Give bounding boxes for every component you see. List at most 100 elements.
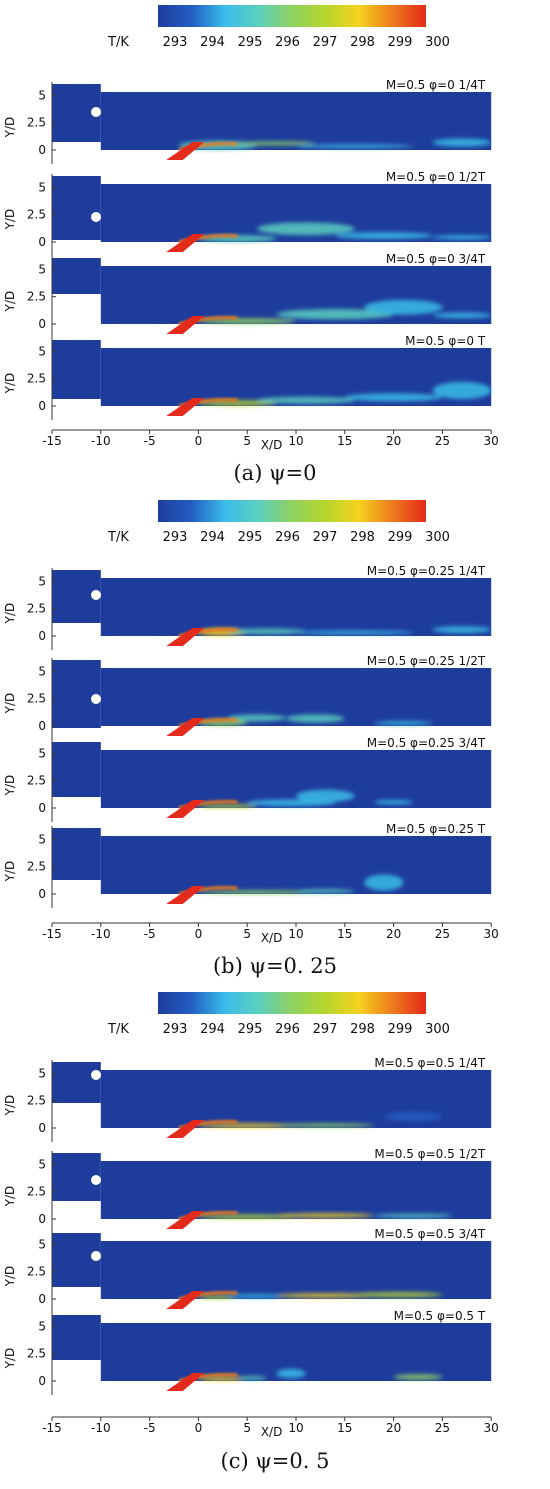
jet-blob [432,312,492,319]
main-channel [100,836,492,894]
panel-label: M=0.5 φ=0.5 T [394,1309,486,1323]
panel-label: M=0.5 φ=0.25 T [386,822,486,836]
panel-label: M=0.5 φ=0 3/4T [386,252,486,266]
jet-blob [227,1294,287,1299]
figure-group: M=0.5 φ=0 1/4T 5 2.5 0 Y/D M=0.5 φ=0 1/2T 5 2.5… [3,78,499,485]
panel-label: M=0.5 φ=0.25 1/2T [367,654,486,668]
jet-blob [198,400,277,406]
plenum-hole [91,798,101,808]
y-tick-label: 0 [38,399,46,413]
x-tick-label: 10 [288,434,303,448]
coolant-jet [198,1213,453,1219]
colorbar-gradient [158,5,426,27]
jet-blob [432,626,492,634]
colorbar: T/K 293 294 295 296 297 298 299 300 [107,5,450,50]
y-tick-label: 0 [38,1292,46,1306]
plenum-hole [91,1383,101,1393]
x-tick-label: -10 [91,927,111,941]
main-channel [100,750,492,808]
coolant-hole [166,234,205,252]
y-axis: 5 2.5 0 Y/D [3,344,56,413]
y-tick-label: 2.5 [27,774,46,788]
panel-label: M=0.5 φ=0 T [405,334,486,348]
contour-panel: M=0.5 φ=0 1/4T 5 2.5 0 Y/D [3,78,492,164]
colorbar-tick-label: 293 [163,35,188,50]
y-tick-label: 5 [38,344,46,358]
coolant-jet [198,789,414,809]
y-tick-label: 0 [38,235,46,249]
y-axis: 5 2.5 0 Y/D [3,1319,56,1388]
y-axis: 5 2.5 0 Y/D [3,1157,56,1226]
contour-panel: M=0.5 φ=0.25 T 5 2.5 0 Y/D [3,822,492,913]
contour-panel: M=0.5 φ=0.25 1/2T 5 2.5 0 Y/D [3,654,492,740]
y-axis-label: Y/D [3,291,17,313]
jet-blob [286,714,345,723]
y-axis-label: Y/D [3,775,17,797]
main-channel [100,92,492,150]
x-axis: -15 -10 -5 0 5 10 15 20 25 30 X/D [42,1416,499,1439]
coolant-hole [166,1291,205,1309]
x-tick-label: 15 [337,927,352,941]
coolant-hole [166,1211,205,1229]
plenum-hole [91,317,101,327]
jet-blob [227,628,306,635]
x-tick-label: 5 [243,1421,251,1435]
y-tick-label: 2.5 [27,372,46,386]
colorbar-gradient [158,500,426,522]
coolant-hole [166,1120,205,1138]
x-tick-label: 0 [195,434,203,448]
plenum [52,1315,101,1360]
x-tick-label: 20 [386,1421,401,1435]
coolant-jet [198,1111,443,1128]
coolant-jet [198,222,492,242]
y-tick-label: 2.5 [27,860,46,874]
y-tick-label: 2.5 [27,1094,46,1108]
y-tick-label: 5 [38,832,46,846]
colorbar-tick-label: 294 [200,1022,225,1037]
y-axis: 5 2.5 0 Y/D [3,574,56,643]
plenum [52,1062,101,1103]
y-tick-label: 5 [38,180,46,194]
colorbar-tick-label: 299 [388,1022,413,1037]
jet-blob [276,1293,375,1298]
y-axis-label: Y/D [3,861,17,883]
jet-blob [237,1376,267,1381]
coolant-jet [198,1368,443,1381]
jet-blob [344,393,443,402]
plenum [52,340,101,399]
plenum [52,1233,101,1287]
group-caption: (a) ψ=0 [233,461,316,485]
y-tick-label: 2.5 [27,116,46,130]
y-axis: 5 2.5 0 Y/D [3,664,56,733]
coolant-jet [198,381,492,406]
main-channel [100,578,492,636]
colorbar-tick-label: 296 [275,1022,300,1037]
x-tick-label: 30 [484,1421,499,1435]
coolant-hole [166,316,205,334]
panel-label: M=0.5 φ=0.25 1/4T [367,564,486,578]
contour-panel: M=0.5 φ=0 1/2T 5 2.5 0 Y/D [3,170,492,256]
coolant-hole [166,800,205,818]
group-caption: (b) ψ=0. 25 [213,954,337,978]
x-tick-label: 15 [337,1421,352,1435]
plenum-hole [91,590,101,600]
plenum-hole [91,1070,101,1080]
colorbar-tick-label: 297 [313,530,338,545]
colorbar-label: T/K [107,1022,129,1037]
jet-blob [198,1123,296,1128]
x-axis: -15 -10 -5 0 5 10 15 20 25 30 X/D [42,922,499,945]
y-tick-label: 2.5 [27,1185,46,1199]
jet-blob [364,874,404,891]
colorbar-tick-label: 297 [313,35,338,50]
y-axis-label: Y/D [3,1266,17,1288]
y-tick-label: 5 [38,1319,46,1333]
y-tick-label: 2.5 [27,1265,46,1279]
colorbar-tick-label: 297 [313,1022,338,1037]
y-axis-label: Y/D [3,1348,17,1370]
contour-panel: M=0.5 φ=0.5 T 5 2.5 0 Y/D [3,1309,492,1395]
jet-blob [374,721,433,726]
jet-blob [198,1214,296,1219]
